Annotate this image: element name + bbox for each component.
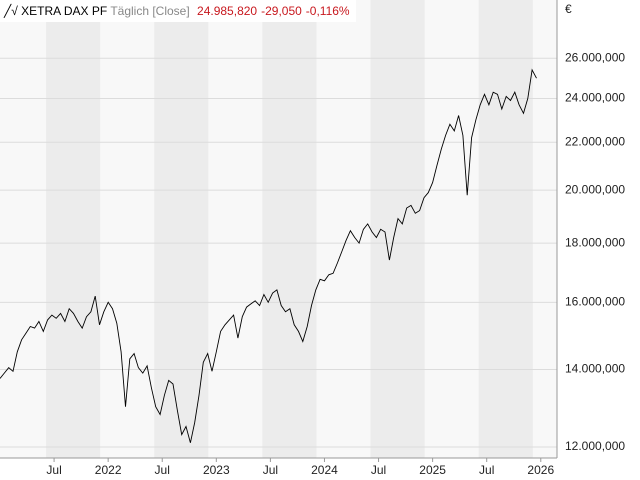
y-tick-label: 22.000,000 — [565, 134, 625, 148]
x-tick-label: 2025 — [419, 463, 446, 477]
period-band — [154, 0, 209, 458]
x-tick-label: 2023 — [203, 463, 230, 477]
y-tick-label: 26.000,000 — [565, 50, 625, 64]
y-tick-label: 24.000,000 — [565, 91, 625, 105]
period-band — [46, 0, 101, 458]
x-tick-label: 2026 — [527, 463, 554, 477]
title: XETRA DAX PF — [21, 4, 108, 18]
period-band — [478, 0, 533, 458]
last-value: 24.985,820 — [197, 4, 258, 18]
x-tick-label: 2024 — [311, 463, 338, 477]
x-tick-label: Jul — [46, 463, 61, 477]
x-tick-label: Jul — [371, 463, 386, 477]
currency-label: € — [565, 2, 572, 16]
price-line — [0, 68, 537, 443]
y-tick-label: 16.000,000 — [565, 294, 625, 308]
x-tick-label: Jul — [263, 463, 278, 477]
change-percent: -0,116% — [305, 4, 350, 18]
header: ╱√ XETRA DAX PF Täglich [Close] 24.985,8… — [0, 0, 356, 22]
x-tick-label: Jul — [479, 463, 494, 477]
period-band — [370, 0, 425, 458]
x-tick-label: Jul — [155, 463, 170, 477]
change: -29,050 — [261, 4, 302, 18]
period-band — [262, 0, 317, 458]
y-tick-label: 18.000,000 — [565, 235, 625, 249]
y-tick-label: 12.000,000 — [565, 439, 625, 453]
y-tick-label: 20.000,000 — [565, 182, 625, 196]
y-tick-label: 14.000,000 — [565, 362, 625, 376]
subtitle: Täglich [Close] — [110, 4, 190, 18]
icon: ╱√ — [4, 4, 18, 18]
x-tick-label: 2022 — [95, 463, 122, 477]
